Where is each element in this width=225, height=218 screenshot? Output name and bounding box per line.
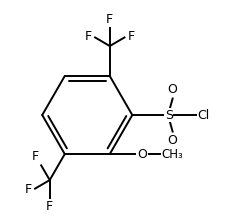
Text: F: F (106, 13, 113, 26)
Text: O: O (136, 148, 146, 160)
Text: O: O (167, 83, 177, 96)
Text: F: F (25, 183, 32, 196)
Text: O: O (167, 134, 177, 147)
Text: F: F (32, 150, 39, 163)
Text: Cl: Cl (196, 109, 208, 122)
Text: F: F (85, 30, 92, 43)
Text: F: F (46, 200, 53, 213)
Text: F: F (127, 30, 134, 43)
Text: CH₃: CH₃ (161, 148, 183, 160)
Text: S: S (164, 109, 172, 122)
